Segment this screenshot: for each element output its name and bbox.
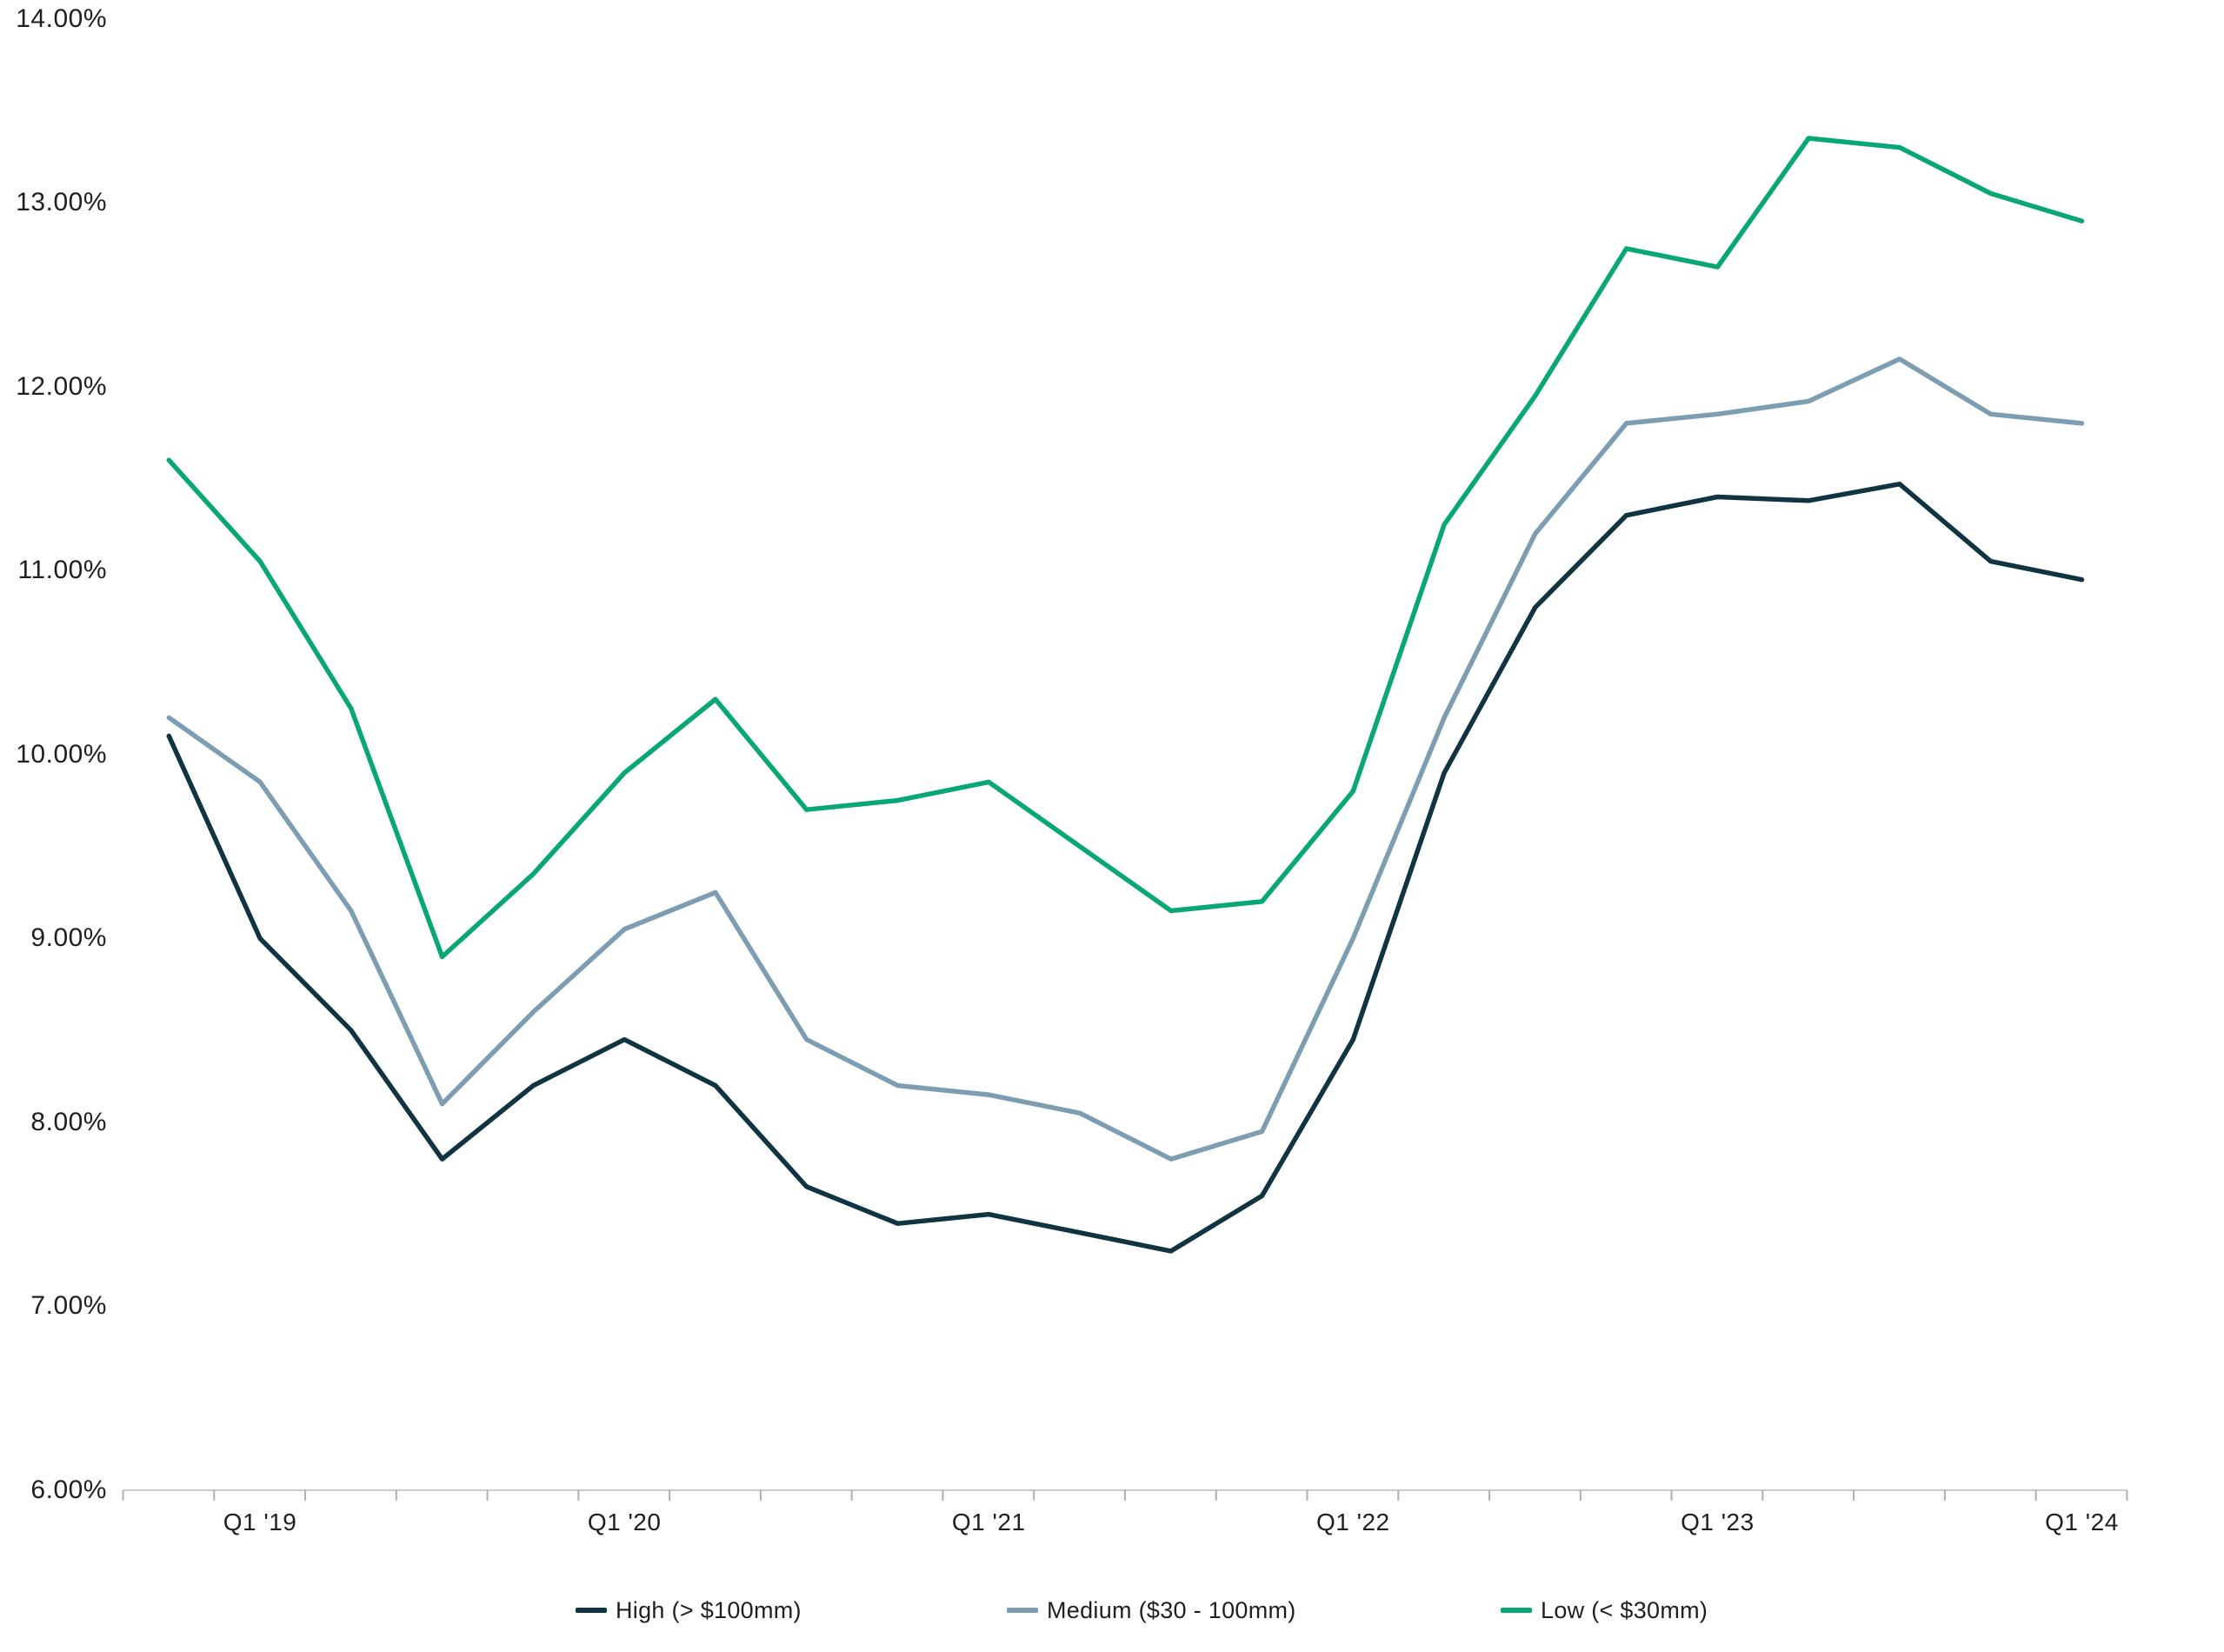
y-axis-tick-label: 14.00%: [16, 3, 107, 33]
series-line-0: [166, 481, 2085, 1254]
legend-label: Medium ($30 - 100mm): [1047, 1596, 1296, 1623]
y-axis-tick-label: 12.00%: [16, 371, 107, 401]
y-axis-tick-label: 9.00%: [30, 923, 107, 953]
legend-label: Low (< $30mm): [1541, 1596, 1708, 1623]
legend-item: High (> $100mm): [576, 1593, 802, 1628]
x-axis-tick-label: Q1 '20: [587, 1509, 662, 1535]
legend-swatch: [1007, 1608, 1038, 1613]
series-line-1: [166, 356, 2085, 1162]
legend-item: Low (< $30mm): [1501, 1593, 1708, 1628]
x-axis-tick-label: Q1 '22: [1315, 1509, 1390, 1535]
legend-item: Medium ($30 - 100mm): [1007, 1593, 1296, 1628]
x-axis-tick-label: Q1 '24: [2045, 1509, 2119, 1535]
y-axis-tick-label: 10.00%: [16, 739, 107, 769]
x-axis-tick-label: Q1 '21: [951, 1509, 1026, 1535]
series-line-2: [166, 136, 2085, 960]
y-axis-tick-label: 7.00%: [30, 1291, 107, 1321]
y-axis-tick-label: 11.00%: [17, 556, 107, 585]
y-axis-tick-label: 6.00%: [30, 1475, 107, 1504]
legend-label: High (> $100mm): [616, 1596, 802, 1623]
y-axis-tick-label: 13.00%: [16, 188, 107, 217]
x-axis-tick-label: Q1 '23: [1681, 1509, 1755, 1535]
y-axis-tick-label: 8.00%: [30, 1107, 107, 1136]
x-axis-tick-label: Q1 '19: [223, 1509, 297, 1535]
legend-swatch: [576, 1608, 607, 1613]
legend-swatch: [1501, 1608, 1532, 1613]
